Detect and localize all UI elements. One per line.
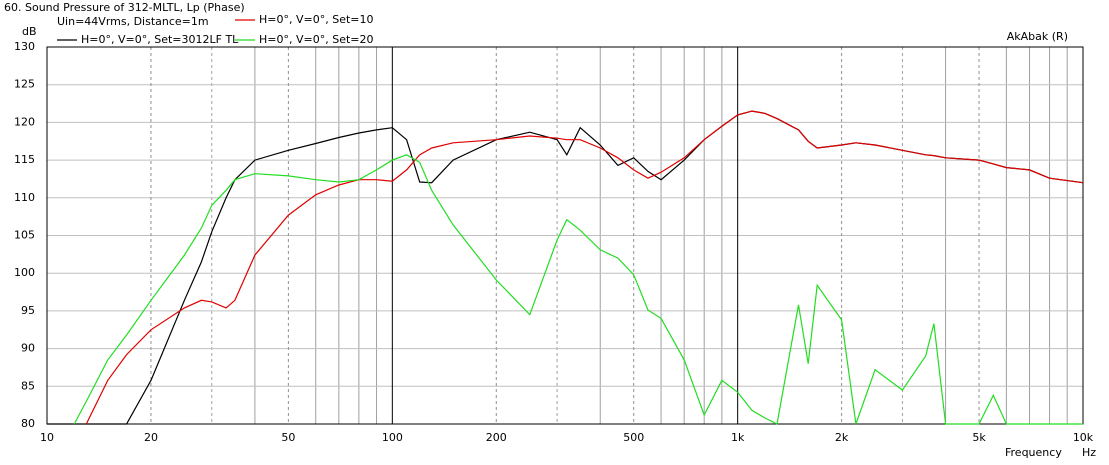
- x-tick-label: 10: [40, 431, 54, 444]
- x-tick-label: 10k: [1073, 431, 1094, 444]
- x-tick-label: 200: [486, 431, 507, 444]
- y-tick-label: 125: [14, 78, 35, 91]
- plot-frame: [46, 46, 1084, 425]
- y-tick-label: 90: [21, 342, 35, 355]
- legend-label: H=0°, V=0°, Set=3012LF TL: [81, 33, 239, 46]
- y-tick-label: 115: [14, 153, 35, 166]
- y-tick-label: 95: [21, 304, 35, 317]
- chart-title: 60. Sound Pressure of 312-MLTL, Lp (Phas…: [4, 1, 245, 14]
- x-tick-label: 500: [623, 431, 644, 444]
- y-tick-label: 105: [14, 229, 35, 242]
- y-tick-label: 130: [14, 40, 35, 53]
- x-axis-label: Frequency: [1005, 446, 1062, 459]
- legend-label: H=0°, V=0°, Set=10: [259, 13, 374, 26]
- x-tick-label: 20: [144, 431, 158, 444]
- y-tick-label: 120: [14, 115, 35, 128]
- x-axis-unit: Hz: [1082, 446, 1096, 459]
- y-axis-label: dB: [22, 25, 37, 38]
- y-tick-label: 85: [21, 379, 35, 392]
- subtitle: Uin=44Vrms, Distance=1m: [57, 15, 209, 28]
- series-line: [73, 154, 1083, 425]
- x-tick-label: 100: [382, 431, 403, 444]
- x-tick-label: 2k: [835, 431, 849, 444]
- y-tick-label: 100: [14, 266, 35, 279]
- x-tick-label: 5k: [972, 431, 986, 444]
- legend-label: H=0°, V=0°, Set=20: [259, 33, 374, 46]
- series-line: [85, 110, 1083, 425]
- x-tick-label: 50: [281, 431, 295, 444]
- y-tick-label: 110: [14, 191, 35, 204]
- y-tick-label: 80: [21, 417, 35, 430]
- watermark: AkAbak (R): [1007, 30, 1068, 43]
- x-tick-label: 1k: [731, 431, 745, 444]
